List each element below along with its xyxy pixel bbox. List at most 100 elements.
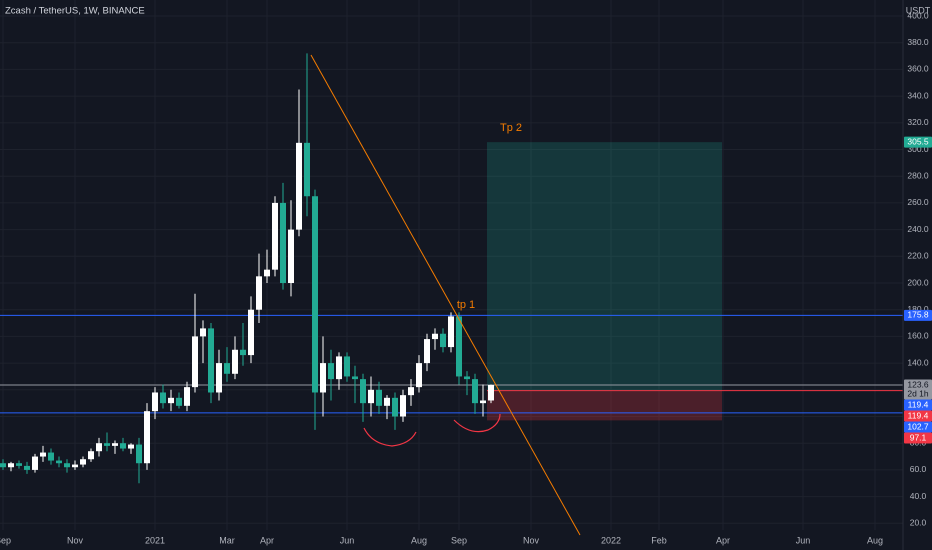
candle-body <box>376 389 382 406</box>
candle-body <box>424 339 430 364</box>
price-label: 305.5 <box>907 136 929 146</box>
candle-body <box>456 316 462 377</box>
price-label: 119.4 <box>908 399 929 409</box>
candle-body <box>80 459 86 465</box>
candle-body <box>152 392 158 412</box>
price-label-bg <box>904 421 932 433</box>
countdown: 2d 1h <box>907 388 929 398</box>
y-tick-label: 340.0 <box>907 90 929 100</box>
candle-body <box>296 142 302 230</box>
candle-body <box>344 356 350 377</box>
candle-body <box>400 395 406 417</box>
candle-body <box>208 328 214 393</box>
price-label: 119.4 <box>908 410 929 420</box>
candle-body <box>432 333 438 340</box>
candle-body <box>32 456 38 470</box>
candle-body <box>336 356 342 380</box>
price-label-bg <box>904 410 932 422</box>
y-tick-label: 320.0 <box>907 117 929 127</box>
price-label-bg <box>904 432 932 444</box>
candle-body <box>232 349 238 374</box>
candle-body <box>328 363 334 380</box>
candle-body <box>48 452 54 461</box>
candle-body <box>96 443 102 452</box>
candle-body <box>176 397 182 406</box>
candle-body <box>384 397 390 406</box>
candle-body <box>440 333 446 348</box>
candle-body <box>120 443 126 449</box>
price-label-bg <box>904 309 932 321</box>
y-tick-label: 160.0 <box>907 331 929 341</box>
price-label: 175.8 <box>907 310 929 320</box>
y-axis: 20.040.060.080.0100.0120.0140.0160.0180.… <box>904 10 932 528</box>
x-tick-label: 2022 <box>601 535 621 545</box>
candle-body <box>360 379 366 404</box>
candle-body <box>104 443 110 446</box>
x-tick-label: Aug <box>411 535 427 545</box>
stop-zone <box>487 390 722 421</box>
candle-body <box>248 309 254 356</box>
candle-body <box>128 444 134 449</box>
candle-body <box>312 196 318 393</box>
candle-body <box>0 463 6 468</box>
candle-body <box>240 349 246 356</box>
candle-body <box>272 202 278 270</box>
candle-body <box>8 463 14 468</box>
price-label-bg <box>904 399 932 411</box>
candle-body <box>88 451 94 460</box>
candle-body <box>24 465 30 470</box>
candle-body <box>288 229 294 284</box>
candle-body <box>184 387 190 406</box>
candle-body <box>56 460 62 464</box>
candle-body <box>40 452 46 457</box>
curve <box>363 427 417 447</box>
candle-body <box>448 316 454 348</box>
y-tick-label: 260.0 <box>907 197 929 207</box>
chart-title: Zcash / TetherUS, 1W, BINANCE <box>5 6 145 17</box>
annotation: tp 1 <box>457 299 475 311</box>
price-label: 123.6 <box>907 379 929 389</box>
candle-body <box>144 411 150 464</box>
candles <box>0 53 494 484</box>
candle-body <box>192 336 198 388</box>
y-tick-label: 280.0 <box>907 170 929 180</box>
price-label: 97.1 <box>910 432 927 442</box>
candle-body <box>16 463 22 466</box>
candle-body <box>352 376 358 380</box>
x-tick-label: Nov <box>523 535 540 545</box>
y-tick-label: 220.0 <box>907 251 929 261</box>
x-tick-label: Apr <box>260 535 274 545</box>
candle-body <box>112 443 118 446</box>
candle-body <box>200 328 206 337</box>
candle-body <box>64 463 70 468</box>
curve <box>453 413 501 433</box>
candle-body <box>264 269 270 277</box>
candle-body <box>160 392 166 404</box>
y-tick-label: 240.0 <box>907 224 929 234</box>
candle-body <box>280 202 286 284</box>
x-tick-label: Mar <box>219 535 235 545</box>
candle-body <box>216 363 222 393</box>
price-label: 102.7 <box>907 421 929 431</box>
target-zone <box>487 142 722 391</box>
x-tick-label: Feb <box>651 535 667 545</box>
candle-body <box>168 397 174 404</box>
candle-body <box>488 385 494 401</box>
trend-line <box>310 54 581 536</box>
x-tick-label: Aug <box>867 535 883 545</box>
candle-body <box>408 387 414 396</box>
position-tool <box>487 142 903 421</box>
y-tick-label: 200.0 <box>907 277 929 287</box>
x-tick-label: Sep <box>451 535 467 545</box>
y-tick-label: 400.0 <box>907 10 929 20</box>
y-tick-label: 20.0 <box>910 518 927 528</box>
candle-body <box>472 379 478 404</box>
y-tick-label: 300.0 <box>907 144 929 154</box>
x-tick-label: Apr <box>716 535 730 545</box>
candle-body <box>480 400 486 404</box>
candle-body <box>320 363 326 393</box>
y-tick-label: 360.0 <box>907 64 929 74</box>
x-tick-label: Jun <box>340 535 355 545</box>
